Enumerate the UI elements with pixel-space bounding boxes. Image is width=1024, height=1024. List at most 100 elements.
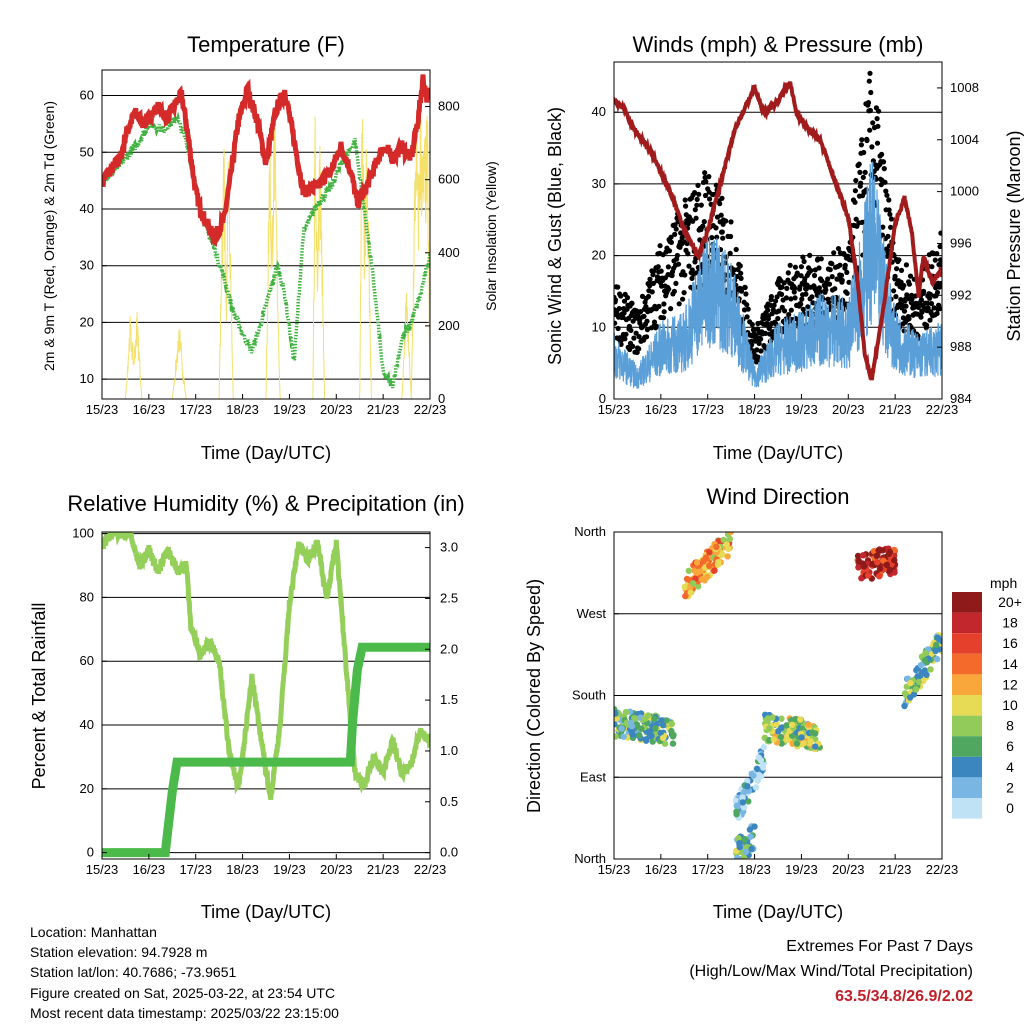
winds-panel: Winds (mph) & Pressure (mb) 0 10 20 30 40 98… [545, 32, 1024, 463]
gust-point [859, 137, 865, 143]
gust-point [727, 250, 733, 256]
direction-point [783, 722, 790, 729]
gust-point [626, 323, 633, 329]
direction-points [614, 532, 942, 859]
gust-point [878, 182, 884, 188]
gust-point [702, 170, 708, 176]
gust-point [666, 248, 673, 254]
gust-point [707, 196, 713, 202]
direction-point [812, 743, 819, 750]
gust-point [776, 308, 782, 314]
y-tick-label: 20 [592, 248, 606, 263]
direction-point [614, 733, 619, 740]
direction-point [805, 721, 812, 728]
direction-point [921, 657, 929, 664]
station-info: Location: Manhattan Station elevation: 9… [30, 922, 339, 1023]
gust-point [853, 177, 859, 184]
gust-point [800, 306, 806, 312]
x-tick-label: 18/23 [226, 402, 259, 417]
gust-point [713, 225, 719, 231]
gust-point [826, 299, 832, 305]
gust-point [798, 273, 804, 279]
direction-point [766, 725, 773, 732]
latlon-text: Station lat/lon: 40.7686; -73.9651 [30, 964, 237, 981]
recent-text: Most recent data timestamp: 2025/03/22 2… [30, 1004, 339, 1021]
humidity-frame [101, 531, 431, 860]
gust-point [651, 319, 658, 325]
gust-point [861, 149, 867, 156]
y-tick-label: 60 [80, 653, 94, 668]
y-right-tick-label: 1000 [950, 184, 979, 199]
gust-point [690, 218, 696, 224]
y-tick-label: North [574, 524, 606, 539]
extremes-subtitle: (High/Low/Max Wind/Total Precipitation) [689, 963, 973, 980]
pressure-y-ticks: 984 988 992 996 1000 1004 1008 [937, 80, 979, 406]
gust-point [879, 151, 885, 157]
direction-point [644, 712, 652, 719]
gust-point [762, 330, 769, 336]
gust-point [720, 235, 726, 241]
y-right-tick-label: 0.5 [440, 794, 458, 809]
direction-point [643, 737, 650, 744]
gust-point [616, 306, 622, 312]
gust-point [868, 89, 874, 96]
direction-point [751, 823, 758, 830]
gust-point [788, 296, 794, 302]
gust-point [692, 190, 698, 196]
y-right-tick-label: 3.0 [440, 540, 458, 555]
gust-point [709, 235, 715, 241]
direction-point [638, 725, 645, 732]
direction-point [734, 854, 741, 859]
gust-point [665, 264, 672, 270]
gust-point [882, 179, 888, 185]
y-right-tick-label: 1.5 [440, 692, 458, 707]
gust-point [673, 280, 679, 286]
legend-swatch [952, 756, 982, 778]
gust-point [823, 287, 829, 293]
gust-point [838, 272, 845, 278]
gust-point [798, 301, 804, 307]
legend-swatch [952, 612, 982, 634]
gust-point [829, 274, 835, 280]
gust-point [934, 310, 940, 317]
direction-point [742, 848, 750, 856]
x-tick-label: 20/23 [832, 862, 865, 877]
y-right-tick-label: 0 [438, 391, 445, 406]
gust-point [681, 290, 687, 296]
solar-y-ticks: 0 200 400 600 800 [425, 99, 460, 406]
gust-point [853, 216, 859, 222]
direction-point [770, 736, 777, 743]
gust-point [907, 273, 914, 279]
direction-point [854, 552, 862, 560]
elevation-text: Station elevation: 94.7928 m [30, 944, 208, 961]
wind-direction-xlabel: Time (Day/UTC) [713, 902, 843, 922]
extremes-box: Extremes For Past 7 Days (High/Low/Max W… [689, 934, 973, 1009]
gust-point [769, 311, 775, 317]
dewpoint-line [102, 111, 430, 389]
gust-point [672, 222, 678, 228]
direction-point [797, 716, 804, 723]
gust-point [781, 280, 787, 286]
gust-point [888, 224, 894, 230]
gust-point [924, 322, 930, 328]
gust-point [862, 169, 868, 175]
gust-point [808, 268, 814, 274]
direction-point [754, 765, 761, 773]
gust-point [756, 340, 762, 346]
direction-point [873, 552, 880, 559]
y-right-tick-label: 996 [950, 235, 972, 250]
y-tick-label: East [580, 769, 606, 784]
x-tick-label: 22/23 [926, 862, 959, 877]
gust-point [787, 262, 793, 268]
legend-label: 2 [1006, 779, 1014, 795]
gust-point [807, 252, 813, 258]
x-tick-label: 16/23 [133, 402, 166, 417]
direction-point [752, 784, 760, 791]
gust-point [865, 100, 872, 106]
gust-point [764, 320, 770, 326]
gust-point [731, 267, 737, 273]
gust-point [631, 335, 637, 341]
direction-point [739, 794, 746, 801]
gust-point [832, 286, 838, 292]
legend-label: 12 [1002, 676, 1018, 692]
